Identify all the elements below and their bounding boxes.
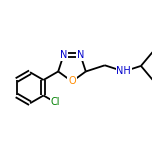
Text: O: O (68, 76, 76, 86)
Text: NH: NH (116, 66, 131, 76)
Text: N: N (77, 50, 84, 60)
Text: N: N (60, 50, 67, 60)
Text: Cl: Cl (51, 97, 60, 107)
